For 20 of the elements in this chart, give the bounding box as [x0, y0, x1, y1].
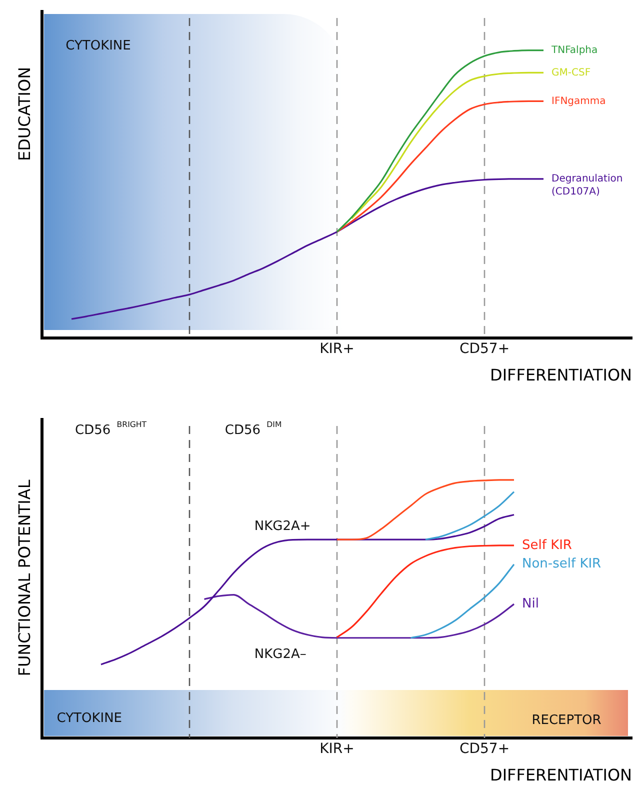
- series-label: Degranulation (CD107A): [552, 173, 623, 198]
- x-axis-title: DIFFERENTIATION: [490, 366, 632, 385]
- series-label: TNFalpha: [550, 44, 598, 56]
- x-tick-label: KIR+: [320, 741, 354, 758]
- annotation: RECEPTOR: [532, 712, 602, 728]
- series-label: GM-CSF: [552, 67, 591, 78]
- series-label: Self KIR: [522, 538, 572, 553]
- x-tick-label: CD57+: [459, 741, 510, 758]
- series-label: IFNgamma: [552, 96, 606, 107]
- annotation: NKG2A–: [254, 647, 306, 662]
- y-axis-title: FUNCTIONAL POTENTIAL: [15, 480, 34, 676]
- annotation: CYTOKINE: [56, 711, 122, 726]
- x-tick-label: CD57+: [459, 341, 510, 358]
- annotation: NKG2A+: [254, 519, 311, 534]
- series-label: Non-self KIR: [522, 556, 602, 572]
- annotation: CYTOKINE: [66, 38, 131, 54]
- x-tick-label: KIR+: [320, 341, 354, 358]
- x-axis-title: DIFFERENTIATION: [490, 766, 632, 785]
- y-axis-title: EDUCATION: [15, 66, 34, 162]
- series-label: Nil: [522, 596, 539, 612]
